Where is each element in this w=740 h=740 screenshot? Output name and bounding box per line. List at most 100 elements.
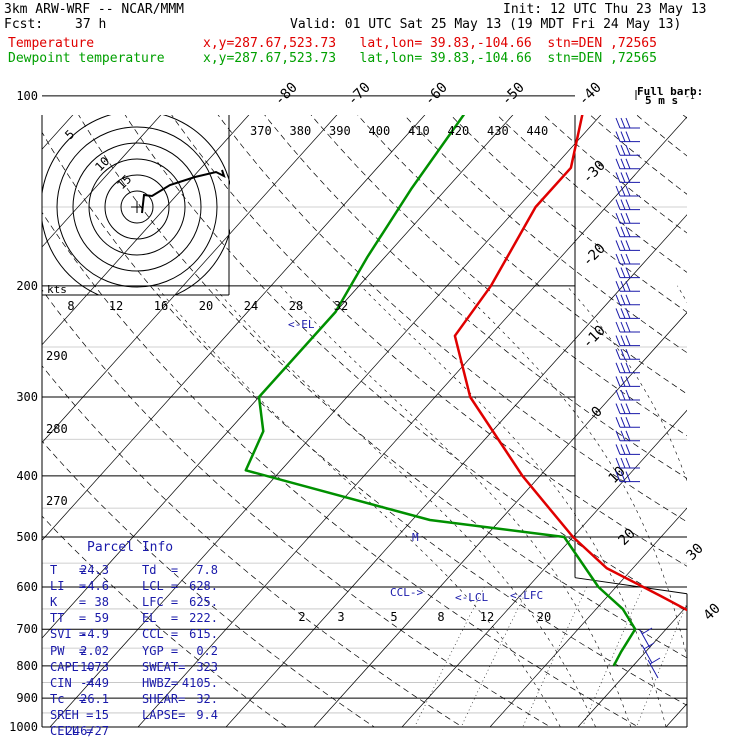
parcel-info-cell: -4.9 [80, 627, 109, 642]
parcel-info-cell: 222. [189, 611, 218, 626]
theta-label: 390 [329, 124, 351, 138]
isotherm-label: -50 [499, 80, 528, 109]
wind-barb [639, 629, 651, 649]
dewpoint-location: x,y=287.67,523.73 lat,lon= 39.83,-104.66… [203, 51, 657, 66]
dry-adiabat [42, 289, 551, 727]
parcel-info-cell: CAPE = [50, 659, 94, 674]
parcel-info-cell: 15 [94, 707, 109, 722]
pressure-label: 300 [16, 390, 38, 404]
model-title: 3km ARW-WRF -- NCAR/MMM [4, 2, 185, 17]
moist-adiabat [279, 285, 632, 727]
parcel-info-cell: EL = [142, 611, 179, 626]
parcel-info-cell: 246/27 [65, 724, 109, 738]
mixing-ratio-label: 8 [437, 610, 444, 624]
isotherm-label: 30 [684, 541, 707, 564]
pressure-label: 700 [16, 622, 38, 636]
moist-adiabat [212, 285, 596, 727]
theta-label: 440 [527, 124, 549, 138]
isotherm-label: 40 [701, 601, 724, 624]
parcel-info-cell: 628. [189, 579, 218, 594]
isotherm [489, 507, 687, 727]
isotherm-label: -70 [345, 80, 374, 109]
parcel-info-cell: LCL = [142, 579, 179, 594]
mixing-ratio-label: 2 [298, 610, 305, 624]
theta-label: 380 [290, 124, 312, 138]
moist-adiabat [155, 285, 561, 727]
isotherm-label: -30 [580, 158, 609, 187]
parcel-info-cell: SHEAR= [142, 691, 186, 706]
parcel-info-cell: 323 [196, 659, 218, 674]
isotherm [225, 214, 687, 727]
isotherm [42, 115, 514, 639]
parcel-info-cell: HWBZ= [142, 675, 179, 690]
pressure-label: 200 [16, 279, 38, 293]
isotherm-label: -60 [422, 80, 451, 109]
moist-adiabat [456, 285, 687, 659]
dry-adiabat [42, 131, 687, 706]
hodograph-speed-label: 16 [154, 299, 168, 313]
temperature-curve [453, 115, 687, 612]
parcel-info-cell: -449 [80, 675, 109, 690]
hodograph-speed-label: 20 [199, 299, 213, 313]
parcel-info-cell: -4.6 [80, 579, 109, 594]
parcel-info-cell: T = [50, 563, 87, 577]
theta-label: 270 [46, 494, 68, 508]
hodograph-ring [72, 142, 202, 272]
wind-barbs [615, 117, 661, 679]
parcel-info-cell: 9.4 [196, 707, 218, 722]
theta-label: 370 [250, 124, 272, 138]
m-marker: M [412, 531, 419, 544]
full-barb-unit: 5 m s [645, 94, 678, 107]
pressure-label: 400 [16, 469, 38, 483]
hodograph-trace [141, 169, 226, 214]
hodograph-speed-label: 32 [334, 299, 348, 313]
theta-label: 400 [369, 124, 391, 138]
hodograph-speed-label: 12 [109, 299, 123, 313]
parcel-info-cell: 38 [94, 595, 109, 610]
full-barb-exponent: -1 [685, 92, 695, 101]
lcl-marker: <-LCL [455, 591, 488, 604]
parcel-info-cell: CIN = [50, 675, 94, 690]
dry-adiabat [78, 115, 687, 659]
parcel-info-cell: LFC = [142, 595, 179, 610]
hodograph-ring [120, 190, 154, 224]
dry-adiabat [42, 515, 287, 727]
mixing-ratio-label: 20 [537, 610, 551, 624]
hodograph-speed-label: 8 [67, 299, 74, 313]
parcel-info-cell: 0.2 [196, 643, 218, 658]
parcel-info-cell: K = [50, 595, 87, 610]
isotherm-label: 20 [616, 526, 639, 549]
parcel-info-cell: 7.8 [196, 563, 218, 577]
isotherm-label: -80 [272, 80, 301, 109]
forecast-label: Fcst: [4, 17, 44, 32]
hodograph-speed-label: 28 [289, 299, 303, 313]
hodograph-ring [56, 126, 218, 288]
isotherm [42, 115, 426, 541]
isotherm [313, 312, 687, 727]
isotherm-label: -40 [576, 80, 605, 109]
init-time: Init: 12 UTC Thu 23 May 13 [503, 2, 707, 17]
parcel-info-cell: Td = [142, 563, 179, 577]
mixing-ratio-label: 12 [480, 610, 494, 624]
isotherm [665, 703, 687, 727]
theta-label: 410 [408, 124, 430, 138]
parcel-info-cell: CELL = [50, 724, 94, 738]
wind-barb [641, 644, 653, 664]
isotherm [42, 115, 162, 248]
pressure-label: 500 [16, 530, 38, 544]
parcel-info-cell: 2.02 [80, 643, 109, 658]
parcel-info-cell: Tc = [50, 691, 87, 706]
dewpoint-curve [244, 115, 637, 667]
valid-time: Valid: 01 UTC Sat 25 May 13 (19 MDT Fri … [290, 17, 682, 32]
parcel-info-cell: 4105. [181, 675, 218, 690]
hodograph [42, 115, 230, 296]
isotherm-label: -20 [580, 241, 609, 270]
parcel-info-cell: 615. [189, 627, 218, 642]
full-barb-label: Full barb: [637, 85, 703, 98]
temperature-location: x,y=287.67,523.73 lat,lon= 39.83,-104.66… [203, 36, 657, 51]
lfc-marker: <-LFC [510, 589, 543, 602]
temperature-legend: Temperature [8, 36, 95, 51]
pressure-label: 800 [16, 659, 38, 673]
dry-adiabat [264, 115, 687, 479]
